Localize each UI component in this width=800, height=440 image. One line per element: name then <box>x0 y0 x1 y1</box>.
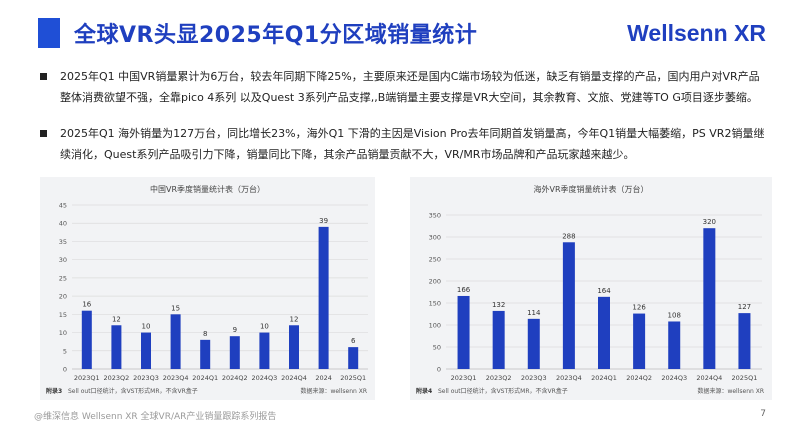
y-tick-label: 0 <box>437 366 441 374</box>
bar <box>457 295 470 369</box>
figure-label: 附录3 <box>46 387 62 395</box>
data-label: 132 <box>492 301 505 309</box>
chart-note: Sell out口径统计，含VST形式MR，不含VR盒子 <box>438 387 568 395</box>
bullet-overseas: 2025年Q1 海外销量为127万台，同比增长23%，海外Q1 下滑的主因是Vi… <box>40 123 770 165</box>
data-label: 114 <box>527 309 541 317</box>
y-tick-label: 50 <box>433 344 441 352</box>
y-tick-label: 250 <box>429 256 441 264</box>
bar <box>598 296 610 369</box>
bar <box>229 336 240 369</box>
x-tick-label: 2023Q1 <box>451 374 477 382</box>
y-tick-label: 5 <box>63 347 67 355</box>
data-label: 164 <box>597 287 611 295</box>
bar <box>348 347 359 369</box>
x-tick-label: 2024Q2 <box>626 374 652 382</box>
x-tick-label: 2024Q4 <box>281 374 307 382</box>
x-tick-label: 2024Q3 <box>252 374 278 382</box>
y-tick-label: 300 <box>429 234 441 242</box>
y-tick-label: 0 <box>63 366 67 374</box>
data-label: 288 <box>562 232 575 240</box>
bullet-square-icon <box>40 130 47 137</box>
data-label: 12 <box>112 315 121 323</box>
x-tick-label: 2023Q4 <box>556 374 582 382</box>
data-label: 166 <box>457 286 471 294</box>
brand-logo: Wellsenn XR <box>627 20 766 46</box>
bar <box>703 228 716 369</box>
bar <box>668 321 681 369</box>
bar <box>259 332 270 369</box>
bar <box>562 242 575 369</box>
data-label: 320 <box>703 218 716 226</box>
chart-source: 数据来源：wellsenn XR <box>300 387 367 395</box>
page-number: 7 <box>760 409 766 419</box>
data-label: 16 <box>82 301 91 309</box>
data-label: 127 <box>738 303 751 311</box>
x-tick-label: 2024Q3 <box>661 374 687 382</box>
x-tick-label: 2025Q1 <box>340 374 366 382</box>
y-tick-label: 40 <box>59 220 67 228</box>
x-tick-label: 2024Q1 <box>591 374 617 382</box>
bar <box>200 339 211 369</box>
bar <box>289 325 299 369</box>
chart-source: 数据来源：wellsenn XR <box>697 387 764 395</box>
x-tick-label: 2024Q1 <box>192 374 218 382</box>
y-tick-label: 25 <box>59 274 67 282</box>
data-label: 15 <box>171 304 180 312</box>
y-tick-label: 10 <box>59 329 67 337</box>
footer-text: @维深信息 Wellsenn XR 全球VR/AR产业销量跟踪系列报告 <box>34 412 277 422</box>
bar <box>111 325 122 369</box>
x-tick-label: 2024Q4 <box>696 374 722 382</box>
bar <box>81 310 92 369</box>
bar <box>492 310 505 369</box>
page-title: 全球VR头显2025年Q1分区域销量统计 <box>74 23 478 48</box>
title-accent-bar <box>38 18 60 48</box>
china-sales-chart: 中国VR季度销量统计表（万台） 0 5 10 15 20 25 30 35 40 45 16 2023Q… <box>46 184 368 395</box>
x-tick-label: 2025Q1 <box>732 374 758 382</box>
data-label: 8 <box>203 330 207 338</box>
bullet-china: 2025年Q1 中国VR销量累计为6万台，较去年同期下降25%，主要原来还是国内… <box>40 66 770 108</box>
y-tick-label: 20 <box>59 293 67 301</box>
y-tick-label: 30 <box>59 256 67 264</box>
bar <box>318 226 329 369</box>
y-tick-label: 100 <box>429 322 441 330</box>
data-label: 6 <box>351 337 356 345</box>
chart-note: Sell out口径统计，含VST形式MR，不含VR盒子 <box>68 387 198 395</box>
x-tick-label: 2023Q1 <box>74 374 100 382</box>
bar <box>527 318 540 369</box>
bar <box>141 332 151 369</box>
china-chart-panel: 中国VR季度销量统计表（万台） 0 5 10 15 20 25 30 35 40 45 16 2023Q… <box>40 177 375 400</box>
data-label: 108 <box>668 311 681 319</box>
data-label: 126 <box>632 304 646 312</box>
bar <box>633 313 646 369</box>
y-tick-label: 35 <box>59 238 67 246</box>
x-tick-label: 2023Q3 <box>133 374 159 382</box>
data-label: 39 <box>319 217 328 225</box>
figure-label: 附录4 <box>416 387 432 395</box>
y-tick-label: 15 <box>59 311 67 319</box>
data-label: 10 <box>142 323 151 331</box>
bar <box>738 313 751 369</box>
data-label: 12 <box>290 315 299 323</box>
y-tick-label: 200 <box>429 278 441 286</box>
bullet-text: 2025年Q1 海外销量为127万台，同比增长23%，海外Q1 下滑的主因是Vi… <box>60 127 765 161</box>
chart-title: 中国VR季度销量统计表（万台） <box>150 184 265 194</box>
chart-title: 海外VR季度销量统计表（万台） <box>533 184 648 194</box>
x-tick-label: 2023Q2 <box>104 374 130 382</box>
bar <box>170 314 181 369</box>
overseas-sales-chart: 海外VR季度销量统计表（万台） 0 50 100 150 200 250 300 350 166 2… <box>416 184 764 395</box>
x-tick-label: 2024 <box>315 374 332 382</box>
x-tick-label: 2023Q4 <box>163 374 189 382</box>
overseas-chart-panel: 海外VR季度销量统计表（万台） 0 50 100 150 200 250 300 350 166 2… <box>410 177 772 400</box>
y-tick-label: 150 <box>429 300 441 308</box>
y-tick-label: 45 <box>59 202 67 210</box>
bullet-square-icon <box>40 73 47 80</box>
bullet-text: 2025年Q1 中国VR销量累计为6万台，较去年同期下降25%，主要原来还是国内… <box>60 70 760 104</box>
x-tick-label: 2024Q2 <box>222 374 248 382</box>
x-tick-label: 2023Q3 <box>521 374 547 382</box>
data-label: 10 <box>260 323 269 331</box>
y-tick-label: 350 <box>429 212 441 220</box>
x-tick-label: 2023Q2 <box>486 374 512 382</box>
data-label: 9 <box>233 326 237 334</box>
